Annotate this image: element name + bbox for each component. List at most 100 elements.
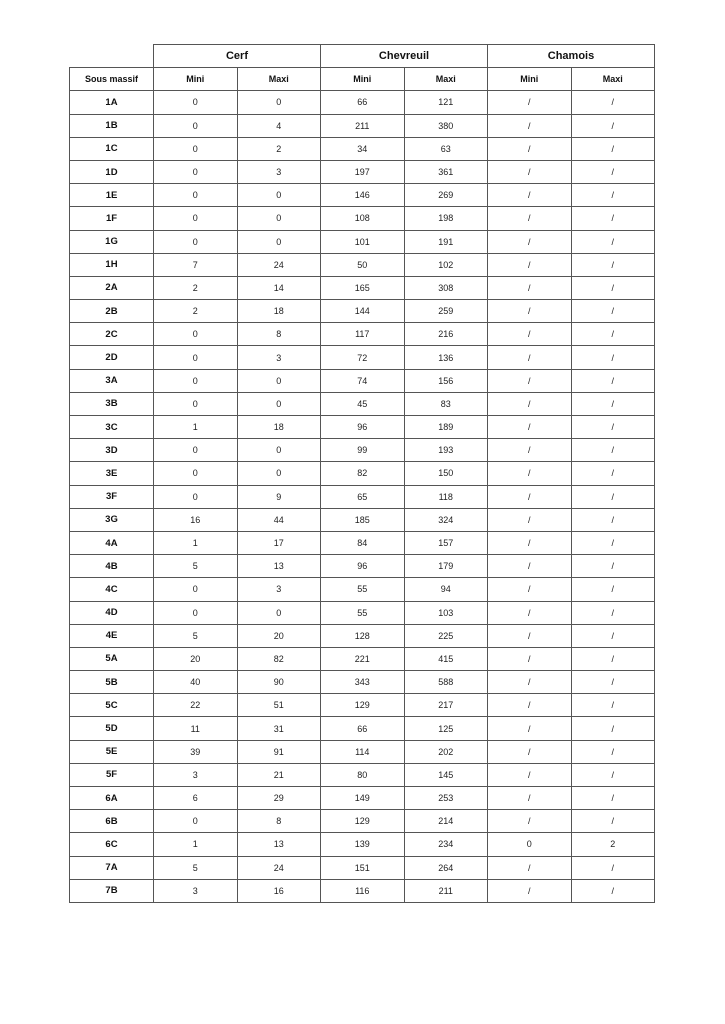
cell-sous-massif: 6A	[69, 785, 154, 811]
cell-cerf-mini: 0	[153, 322, 238, 347]
cell-chamois-maxi: /	[570, 739, 655, 764]
header-chevreuil-mini: Mini	[320, 67, 405, 92]
cell-cerf-mini: 1	[153, 414, 238, 440]
table-row: 1H 7 24 50 102//	[69, 252, 655, 277]
cell-sous-massif: 6B	[69, 809, 154, 834]
table-row: 5A 20 82 221 415//	[69, 646, 655, 672]
cell-chevreuil-maxi: 189	[403, 414, 488, 440]
cell-chevreuil-maxi: 156	[403, 368, 488, 393]
cell-chamois-maxi: /	[570, 159, 655, 185]
cell-chamois-maxi: /	[570, 577, 655, 602]
header-chamois-mini: Mini	[487, 67, 572, 92]
cell-sous-massif: 3C	[69, 414, 154, 440]
group-header-row: Cerf Chevreuil Chamois	[69, 43, 655, 69]
population-table: Cerf Chevreuil Chamois Sous massif Mini …	[69, 43, 655, 903]
cell-chevreuil-maxi: 211	[403, 878, 488, 903]
table-row: 4E 5 20 128 225//	[69, 623, 655, 648]
table-row: 1A 0 0 66 121//	[69, 90, 655, 115]
cell-cerf-mini: 0	[153, 229, 238, 254]
cell-cerf-maxi: 0	[236, 206, 321, 231]
cell-cerf-maxi: 21	[236, 762, 321, 788]
cell-chevreuil-maxi: 214	[403, 809, 488, 834]
cell-chevreuil-mini: 117	[320, 322, 405, 347]
cell-cerf-mini: 5	[153, 554, 238, 579]
cell-chamois-mini: /	[487, 438, 572, 463]
cell-chevreuil-mini: 50	[320, 252, 405, 277]
table-row: 3B 0 0 45 83//	[69, 391, 655, 417]
cell-cerf-maxi: 44	[236, 507, 321, 532]
cell-sous-massif: 7A	[69, 855, 154, 880]
cell-cerf-mini: 22	[153, 693, 238, 718]
cell-chamois-maxi: /	[570, 368, 655, 393]
cell-cerf-mini: 16	[153, 507, 238, 532]
cell-chamois-mini: /	[487, 600, 572, 625]
cell-sous-massif: 4A	[69, 530, 154, 556]
cell-chevreuil-mini: 108	[320, 206, 405, 231]
cell-chamois-maxi: /	[570, 623, 655, 648]
cell-chamois-maxi: /	[570, 252, 655, 277]
header-cerf-mini: Mini	[153, 67, 238, 92]
cell-cerf-mini: 5	[153, 623, 238, 648]
cell-chevreuil-maxi: 217	[403, 693, 488, 718]
cell-cerf-maxi: 0	[236, 368, 321, 393]
cell-chamois-maxi: /	[570, 670, 655, 695]
table-row: 4C 0 3 55 94//	[69, 577, 655, 602]
cell-cerf-maxi: 2	[236, 136, 321, 161]
cell-chevreuil-maxi: 94	[403, 577, 488, 602]
cell-chevreuil-mini: 72	[320, 345, 405, 370]
cell-chevreuil-maxi: 145	[403, 762, 488, 788]
table-row: 3D 0 0 99 193//	[69, 438, 655, 463]
cell-chevreuil-maxi: 308	[403, 275, 488, 301]
cell-chevreuil-mini: 146	[320, 183, 405, 208]
table-row: 1D 0 3 197 361//	[69, 159, 655, 185]
table-row: 4B 5 13 96 179//	[69, 554, 655, 579]
cell-chevreuil-maxi: 103	[403, 600, 488, 625]
cell-chevreuil-mini: 65	[320, 484, 405, 509]
cell-sous-massif: 3B	[69, 391, 154, 417]
cell-cerf-mini: 0	[153, 136, 238, 161]
table-row: 5D 11 31 66 125//	[69, 716, 655, 741]
cell-cerf-maxi: 17	[236, 530, 321, 556]
cell-chevreuil-maxi: 63	[403, 136, 488, 161]
cell-cerf-mini: 0	[153, 438, 238, 463]
cell-sous-massif: 5A	[69, 646, 154, 672]
cell-chevreuil-mini: 45	[320, 391, 405, 417]
cell-chevreuil-mini: 84	[320, 530, 405, 556]
cell-chevreuil-maxi: 157	[403, 530, 488, 556]
table-row: 3G 16 44 185 324//	[69, 507, 655, 532]
cell-chamois-mini: /	[487, 530, 572, 556]
cell-chevreuil-mini: 139	[320, 832, 405, 857]
cell-cerf-maxi: 0	[236, 461, 321, 486]
cell-cerf-maxi: 0	[236, 391, 321, 417]
cell-chevreuil-maxi: 269	[403, 183, 488, 208]
cell-chamois-maxi: /	[570, 299, 655, 324]
cell-chamois-mini: /	[487, 206, 572, 231]
cell-sous-massif: 5C	[69, 693, 154, 718]
cell-chevreuil-maxi: 253	[403, 785, 488, 811]
cell-cerf-mini: 39	[153, 739, 238, 764]
cell-chamois-mini: /	[487, 345, 572, 370]
cell-chamois-mini: /	[487, 159, 572, 185]
cell-chevreuil-mini: 151	[320, 855, 405, 880]
cell-cerf-maxi: 51	[236, 693, 321, 718]
cell-chevreuil-maxi: 202	[403, 739, 488, 764]
cell-chamois-mini: /	[487, 646, 572, 672]
cell-cerf-maxi: 0	[236, 90, 321, 115]
cell-sous-massif: 1G	[69, 229, 154, 254]
cell-chamois-maxi: /	[570, 90, 655, 115]
cell-sous-massif: 1B	[69, 113, 154, 138]
cell-cerf-mini: 1	[153, 530, 238, 556]
table-row: 1E 0 0 146 269//	[69, 183, 655, 208]
cell-chamois-mini: /	[487, 507, 572, 532]
cell-chevreuil-mini: 343	[320, 670, 405, 695]
table-body: 1A 0 0 66 121//1B 0 4 211 380//1C 0 2 34 63//1D 0 3 197…	[69, 90, 655, 903]
cell-chamois-mini: /	[487, 762, 572, 788]
cell-cerf-maxi: 13	[236, 554, 321, 579]
cell-chevreuil-maxi: 136	[403, 345, 488, 370]
cell-cerf-mini: 0	[153, 90, 238, 115]
cell-chevreuil-maxi: 193	[403, 438, 488, 463]
header-sous-massif: Sous massif	[69, 67, 154, 92]
cell-chamois-mini: /	[487, 693, 572, 718]
cell-chevreuil-mini: 99	[320, 438, 405, 463]
table-row: 7B 3 16 116 211//	[69, 878, 655, 903]
